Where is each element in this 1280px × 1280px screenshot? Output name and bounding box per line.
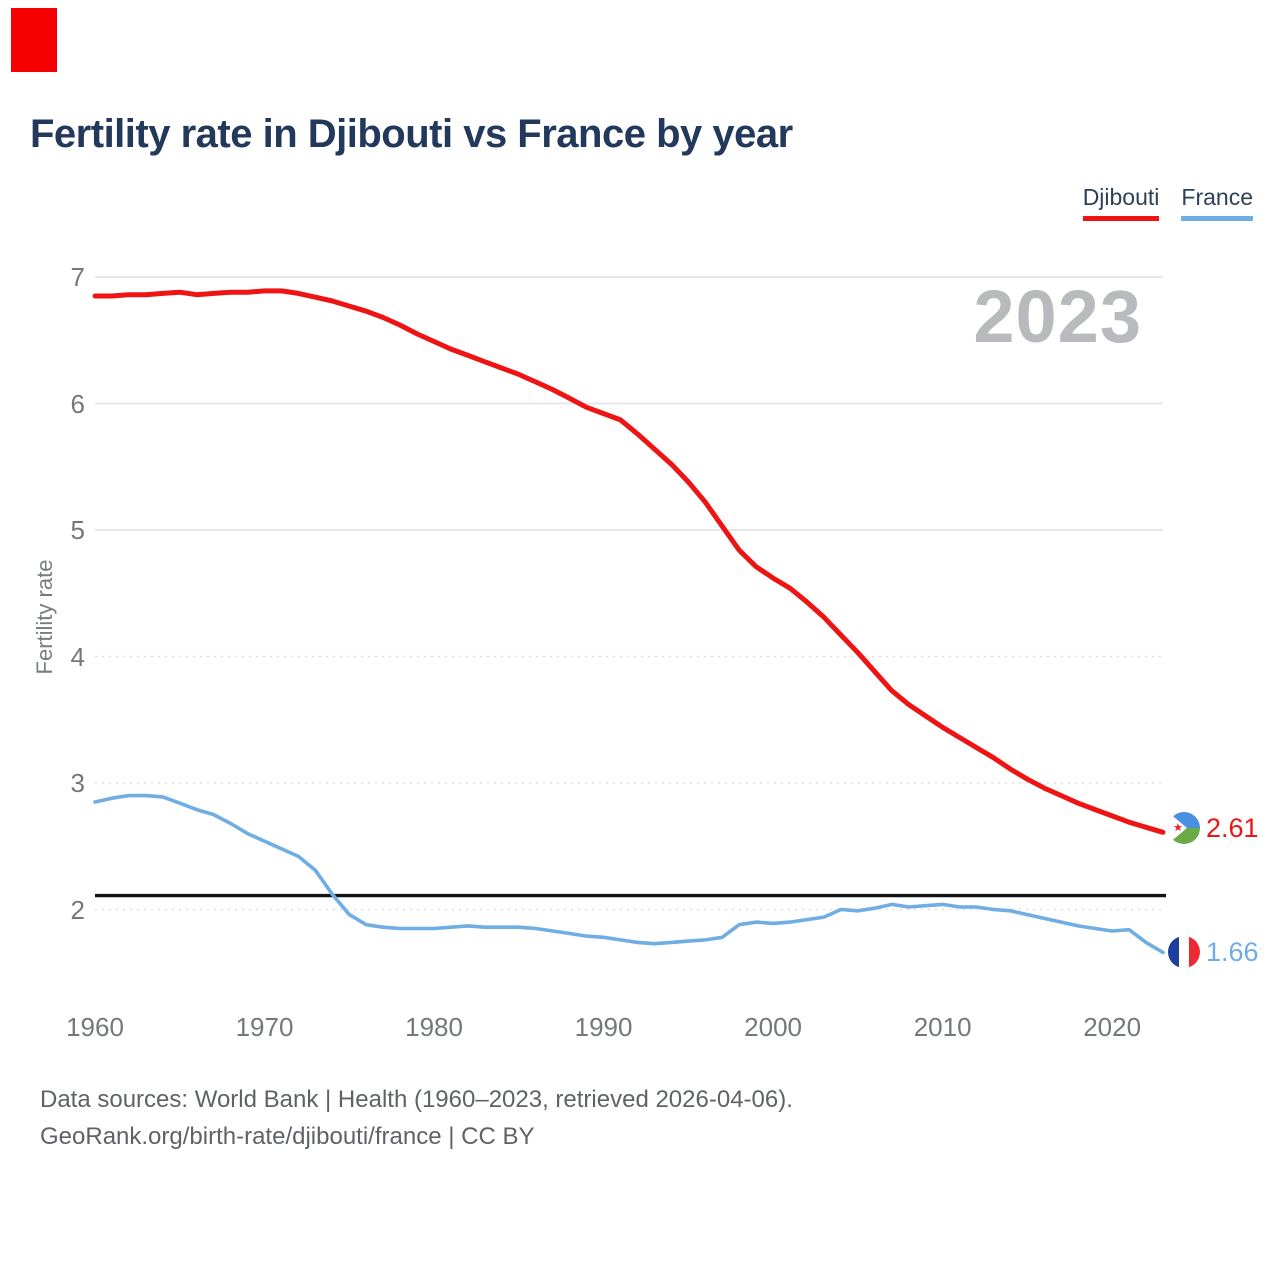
france-end-value: 1.66 [1206, 937, 1259, 967]
x-tick-label: 1970 [235, 1012, 294, 1042]
y-tick-label: 3 [70, 768, 85, 798]
france-flag-icon [1168, 936, 1200, 968]
year-watermark: 2023 [973, 275, 1142, 358]
legend-item-djibouti[interactable]: Djibouti [1082, 184, 1160, 221]
y-tick-label: 6 [70, 388, 85, 419]
x-tick-label: 2010 [913, 1012, 972, 1042]
x-tick-label: 1990 [574, 1012, 633, 1042]
y-tick-label: 2 [70, 894, 85, 925]
data-source-line: Data sources: World Bank | Health (1960–… [40, 1086, 793, 1113]
djibouti-flag-icon [1168, 812, 1200, 844]
chart-title: Fertility rate in Djibouti vs France by … [30, 112, 793, 156]
y-tick-label: 7 [70, 262, 85, 292]
france-series-line[interactable] [93, 793, 1165, 955]
x-tick-label: 2020 [1083, 1012, 1142, 1042]
x-tick-label: 2000 [744, 1012, 803, 1042]
legend: Djibouti France [1082, 184, 1253, 221]
y-tick-label: 5 [70, 515, 85, 545]
djibouti-end-value: 2.61 [1206, 813, 1259, 843]
annotation-marker [11, 8, 57, 72]
y-tick-label: 4 [70, 641, 85, 672]
legend-item-france[interactable]: France [1181, 184, 1253, 221]
attribution-line: GeoRank.org/birth-rate/djibouti/france |… [40, 1123, 535, 1150]
x-tick-label: 1960 [66, 1012, 124, 1042]
x-tick-label: 1980 [405, 1012, 463, 1042]
djibouti-series-line[interactable] [92, 288, 1166, 835]
